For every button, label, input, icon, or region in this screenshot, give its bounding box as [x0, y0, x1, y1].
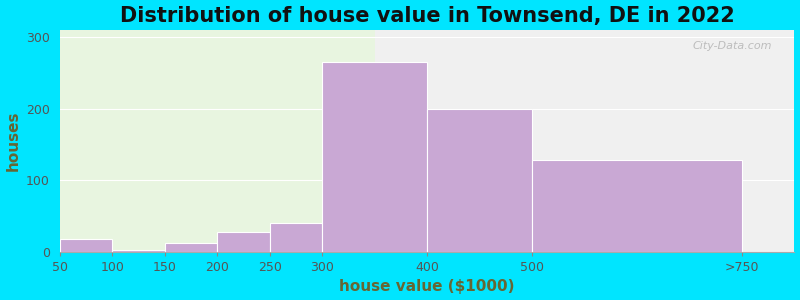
Bar: [427, 109, 532, 252]
Bar: [60, 30, 374, 252]
Text: City-Data.com: City-Data.com: [693, 41, 773, 51]
Bar: [60, 239, 112, 252]
Bar: [532, 160, 742, 252]
Y-axis label: houses: houses: [6, 111, 21, 171]
X-axis label: house value ($1000): house value ($1000): [339, 279, 515, 294]
Bar: [322, 62, 427, 252]
Title: Distribution of house value in Townsend, DE in 2022: Distribution of house value in Townsend,…: [120, 6, 734, 26]
Bar: [165, 243, 217, 252]
Bar: [270, 223, 322, 252]
Bar: [374, 30, 794, 252]
Bar: [112, 250, 165, 252]
Bar: [217, 232, 270, 252]
